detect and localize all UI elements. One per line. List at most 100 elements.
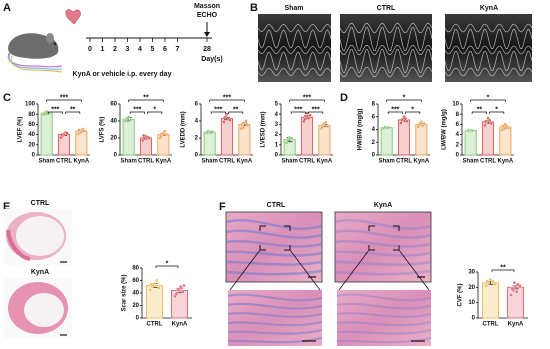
echo-trace [257,29,332,49]
bar [300,116,314,156]
treatment-label: KynA or vehicle i.p. every day [73,71,172,78]
y-tick-label: 2 [372,140,376,146]
data-point [163,129,167,133]
significance-bracket [386,99,422,102]
x-tick-label: KynA [172,322,188,328]
significance-label: ** [233,106,239,113]
y-tick-label: 40 [110,119,117,125]
data-point [244,119,248,123]
echo-trace [339,23,433,33]
timeline-label: 6 [163,46,167,53]
data-point [174,292,178,296]
y-tick-label: 10 [468,300,475,306]
y-tick-label: 2 [275,132,279,138]
data-point [65,131,69,135]
data-point [147,136,151,140]
y-tick-label: 0 [114,153,118,159]
data-point [164,132,169,137]
y-tick-label: 30 [468,270,475,276]
histology-zoom [337,290,431,346]
data-point [151,283,156,288]
zoom-line [289,249,321,291]
significance-label: *** [312,106,320,113]
collagen [225,218,323,230]
echo-trace [339,27,433,51]
image-label: CTRL [267,202,286,209]
data-point [157,286,161,290]
y-tick-label: 0 [32,153,36,159]
data-point [518,284,522,288]
data-point [502,126,507,131]
collagen [336,293,432,302]
data-point [228,118,232,122]
y-tick-label: 0 [275,153,279,159]
timeline-label: 3 [126,46,130,53]
y-tick-label: 4 [456,132,460,138]
timeline-label: 4 [138,46,142,53]
heart-section [24,293,64,327]
collagen [334,250,432,257]
y-tick-label: 40 [28,132,35,138]
image-label: CTRL [377,5,396,12]
zoom-box [259,225,291,251]
significance-label: * [495,106,498,113]
data-point [418,121,423,125]
echo-image [340,14,432,82]
data-point [325,124,330,129]
y-tick-label: 100 [25,102,36,108]
significance-bracket [489,111,505,114]
x-tick-label: Sham [38,159,54,165]
histology-images [225,211,432,346]
collagen [227,293,323,302]
collagen [334,240,432,248]
significance-label: *** [294,106,302,113]
x-tick-label: Sham [120,159,136,165]
x-tick-label: Sham [378,159,394,165]
bar [220,117,234,156]
significance-label: *** [391,106,399,113]
y-tick-label: 80 [28,112,35,118]
bar [203,131,216,156]
data-point [289,137,293,141]
x-tick-label: KynA [497,159,513,165]
x-tick-label: CTRL [219,159,235,165]
image-label: KynA [480,5,498,12]
tissue [6,229,31,261]
data-point [501,124,505,128]
data-point [324,120,328,125]
data-point [400,118,404,122]
data-point [181,290,185,294]
endpoint-label: ECHO [197,12,218,19]
significance-bracket [47,111,63,114]
x-tick-label: KynA [316,159,332,165]
echo-trace [339,45,433,55]
data-point [225,112,229,116]
data-point [321,122,326,127]
data-point [485,279,489,283]
y-tick-label: 3 [275,122,279,128]
y-axis-label: CVF (%) [458,284,464,307]
zoom-box [368,225,400,251]
x-tick-label: CTRL [480,159,496,165]
timeline-label: 5 [151,46,155,53]
significance-label: *** [303,94,311,101]
significance-label: *** [223,94,231,101]
data-point [422,122,427,126]
image-label: KynA [31,269,49,276]
echo-trace [444,45,533,55]
significance-label: * [403,94,406,101]
significance-label: *** [51,106,59,113]
x-tick-label: KynA [413,159,429,165]
y-tick-label: 6 [456,122,460,128]
y-tick-label: 8 [372,102,376,108]
data-point [123,119,128,123]
timeline-label: 28 [203,46,211,53]
y-tick-label: 20 [28,142,35,148]
collagen [336,302,432,310]
data-point [470,128,474,133]
data-point [308,113,312,117]
significance-bracket [210,111,226,114]
collagen [225,269,323,276]
echo-trace [444,67,533,77]
collagen [227,329,323,335]
